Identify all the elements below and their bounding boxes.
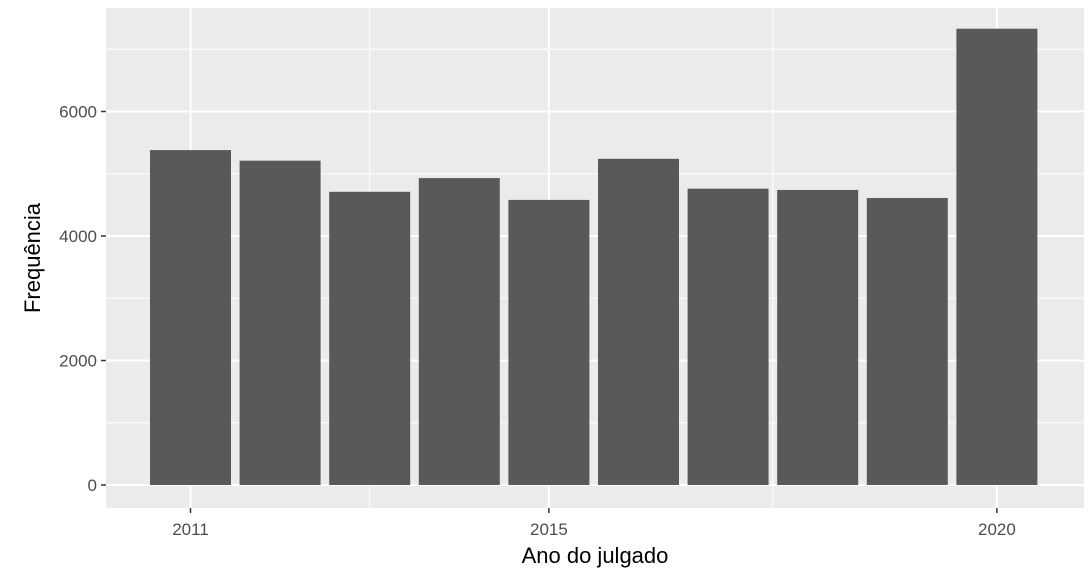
y-tick-label: 6000 (59, 103, 97, 122)
y-tick-label: 4000 (59, 227, 97, 246)
y-axis-title: Frequência (20, 202, 45, 313)
x-tick-label: 2015 (530, 520, 568, 539)
bar-2016 (598, 158, 679, 485)
x-axis-title: Ano do julgado (522, 543, 669, 568)
bar-2015 (508, 199, 590, 485)
bar-2017 (687, 188, 769, 485)
bar-2012 (239, 160, 321, 486)
bar-2019 (866, 198, 948, 485)
bar-2014 (418, 178, 500, 486)
x-tick-label: 2011 (172, 520, 209, 539)
x-tick-label: 2020 (978, 520, 1016, 539)
bar-2011 (150, 150, 231, 485)
bars (150, 28, 1038, 486)
bar-2013 (329, 191, 411, 486)
y-tick-label: 2000 (59, 352, 97, 371)
bar-2018 (777, 189, 859, 485)
y-axis-ticks: 0 2000 4000 6000 (59, 103, 106, 495)
x-axis-ticks: 2011 2015 2020 (172, 508, 1016, 539)
y-tick-label: 0 (88, 476, 97, 495)
bar-2020 (956, 28, 1038, 486)
